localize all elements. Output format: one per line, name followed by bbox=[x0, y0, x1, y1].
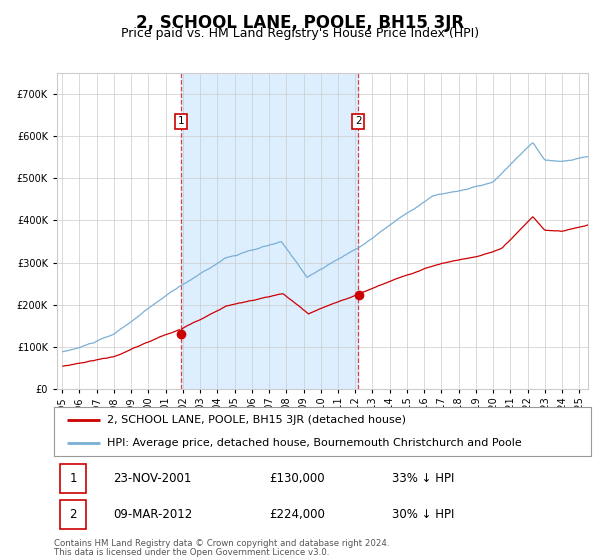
Text: £130,000: £130,000 bbox=[269, 472, 325, 486]
Text: 1: 1 bbox=[178, 116, 184, 127]
Text: 2: 2 bbox=[355, 116, 361, 127]
FancyBboxPatch shape bbox=[61, 464, 86, 493]
Text: 1: 1 bbox=[70, 472, 77, 486]
Text: HPI: Average price, detached house, Bournemouth Christchurch and Poole: HPI: Average price, detached house, Bour… bbox=[107, 438, 521, 448]
Text: Contains HM Land Registry data © Crown copyright and database right 2024.: Contains HM Land Registry data © Crown c… bbox=[54, 539, 389, 548]
Text: This data is licensed under the Open Government Licence v3.0.: This data is licensed under the Open Gov… bbox=[54, 548, 329, 557]
Text: 2, SCHOOL LANE, POOLE, BH15 3JR: 2, SCHOOL LANE, POOLE, BH15 3JR bbox=[136, 14, 464, 32]
Bar bbox=[181, 73, 358, 389]
Text: 09-MAR-2012: 09-MAR-2012 bbox=[113, 508, 193, 521]
Text: 23-NOV-2001: 23-NOV-2001 bbox=[113, 472, 191, 486]
Text: Price paid vs. HM Land Registry's House Price Index (HPI): Price paid vs. HM Land Registry's House … bbox=[121, 27, 479, 40]
FancyBboxPatch shape bbox=[61, 500, 86, 529]
Text: 33% ↓ HPI: 33% ↓ HPI bbox=[392, 472, 455, 486]
Text: £224,000: £224,000 bbox=[269, 508, 325, 521]
Text: 2: 2 bbox=[70, 508, 77, 521]
Text: 30% ↓ HPI: 30% ↓ HPI bbox=[392, 508, 455, 521]
Text: 2, SCHOOL LANE, POOLE, BH15 3JR (detached house): 2, SCHOOL LANE, POOLE, BH15 3JR (detache… bbox=[107, 416, 406, 426]
